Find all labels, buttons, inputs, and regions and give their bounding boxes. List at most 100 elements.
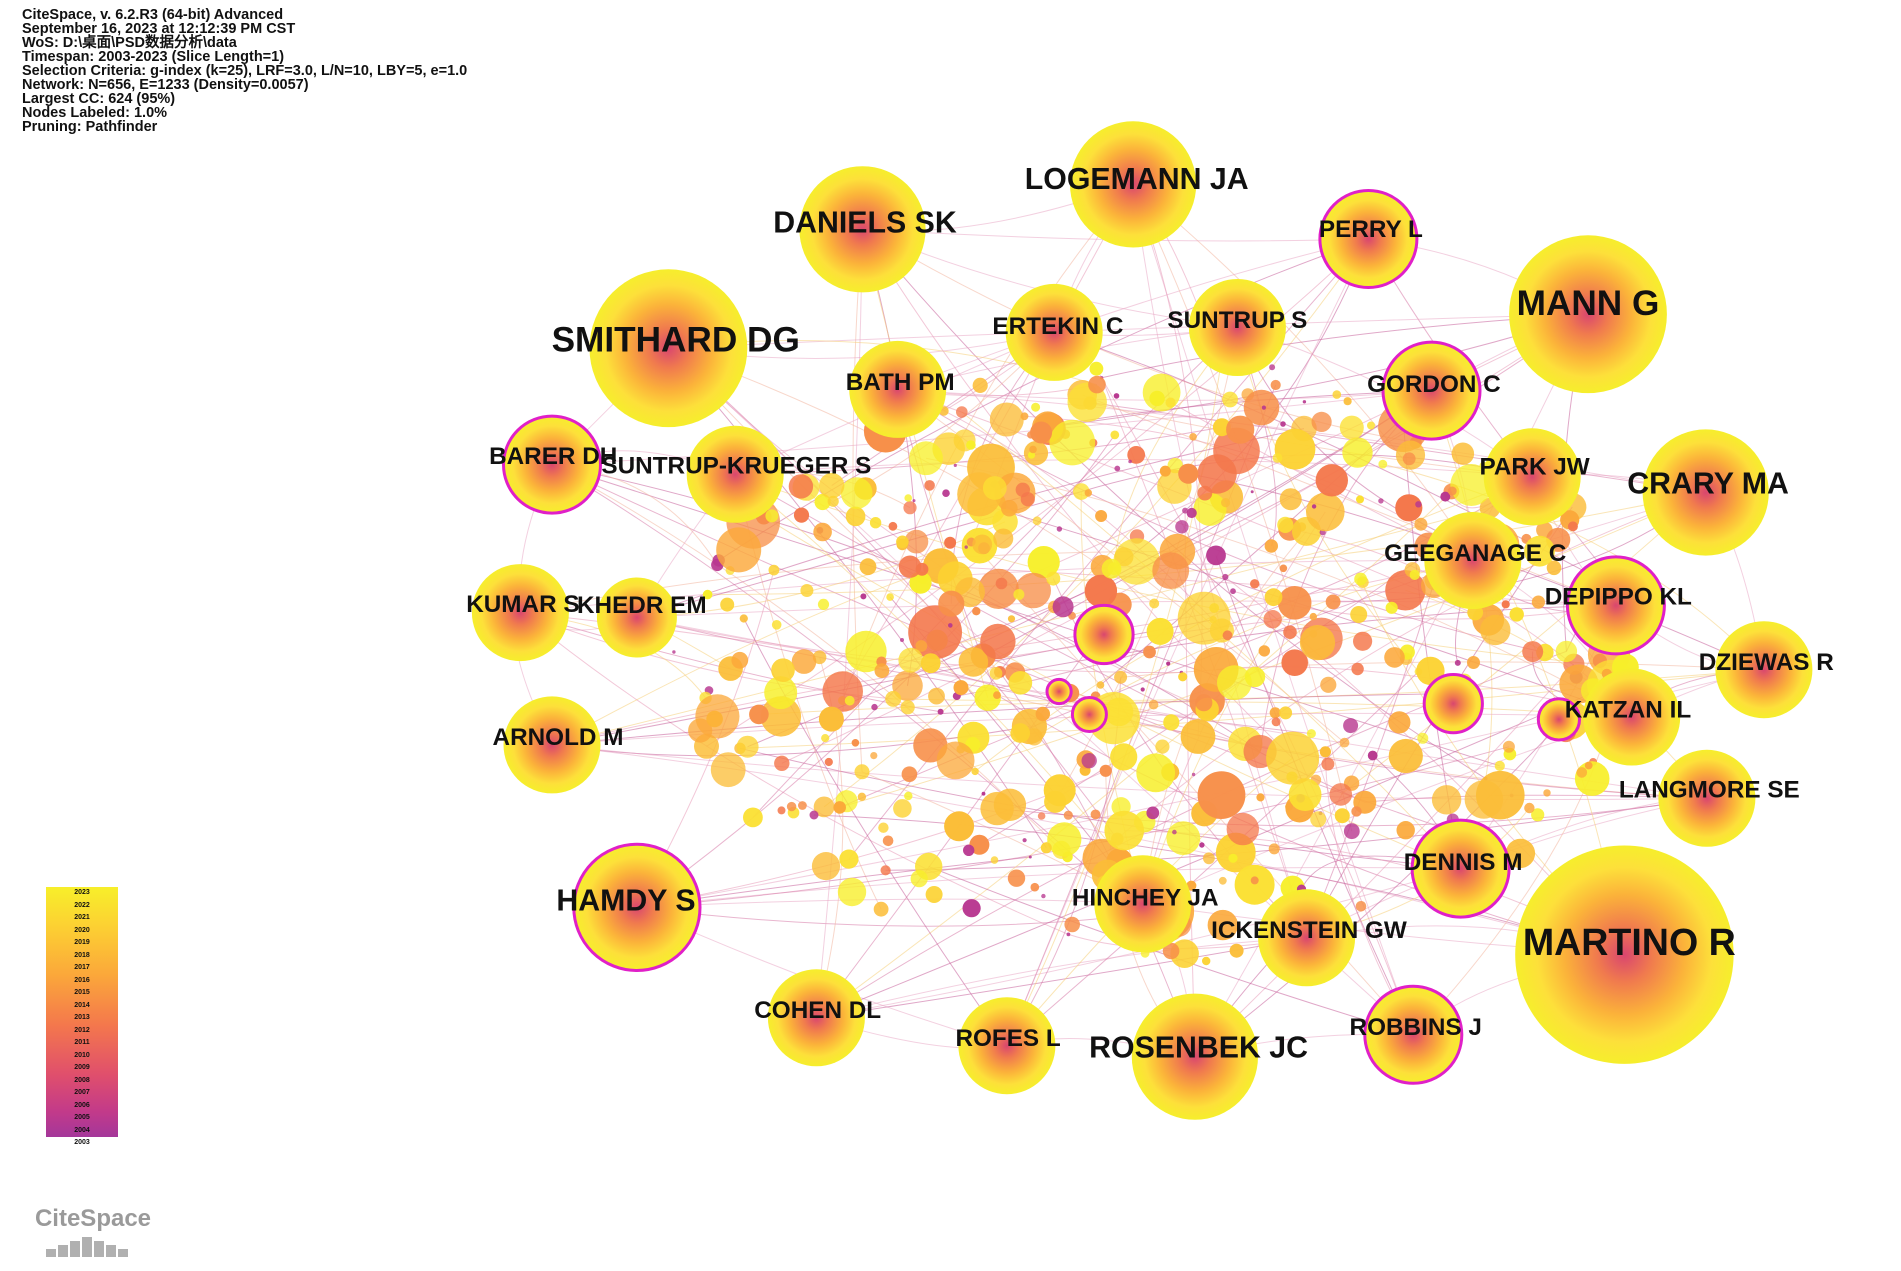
network-node[interactable] — [1084, 489, 1093, 497]
network-node[interactable] — [844, 695, 855, 706]
network-node[interactable] — [1274, 428, 1316, 470]
network-node[interactable] — [944, 536, 957, 549]
network-node[interactable] — [1310, 811, 1327, 828]
network-node[interactable] — [1035, 706, 1051, 722]
network-node[interactable] — [981, 791, 986, 796]
network-node[interactable] — [1063, 810, 1073, 820]
network-node[interactable] — [1146, 806, 1160, 820]
network-node[interactable] — [1353, 631, 1373, 651]
network-node[interactable] — [839, 849, 859, 869]
network-node[interactable] — [1180, 719, 1216, 754]
network-node[interactable] — [1385, 601, 1398, 614]
network-node[interactable] — [1415, 501, 1422, 508]
network-node[interactable] — [793, 507, 810, 523]
network-node[interactable] — [1149, 390, 1165, 407]
network-node[interactable] — [1197, 485, 1213, 501]
network-node[interactable] — [1221, 498, 1231, 508]
network-node[interactable] — [1104, 810, 1144, 851]
node-circle[interactable] — [1381, 340, 1482, 441]
network-node[interactable] — [904, 529, 929, 554]
network-node[interactable] — [1263, 610, 1282, 629]
network-node[interactable] — [1217, 665, 1252, 701]
network-node[interactable] — [900, 700, 915, 715]
network-node[interactable] — [1084, 574, 1118, 608]
network-node[interactable] — [1396, 821, 1415, 840]
network-node[interactable] — [1229, 943, 1244, 958]
labeled-node-perry-l[interactable]: PERRY L — [1318, 189, 1423, 289]
network-node[interactable] — [874, 663, 890, 679]
network-node[interactable] — [1494, 760, 1505, 772]
network-node[interactable] — [909, 571, 932, 594]
network-node[interactable] — [1104, 697, 1134, 727]
labeled-node-barer-dh[interactable]: BARER DH — [489, 414, 617, 515]
node-circle[interactable] — [1483, 428, 1581, 526]
network-node[interactable] — [1186, 507, 1197, 519]
node-circle[interactable] — [1318, 189, 1419, 289]
network-node[interactable] — [904, 791, 913, 801]
network-node[interactable] — [1454, 659, 1461, 666]
network-node[interactable] — [903, 501, 917, 515]
network-node[interactable] — [1064, 916, 1080, 933]
network-node[interactable] — [819, 472, 845, 499]
network-node[interactable] — [1270, 379, 1281, 391]
network-node[interactable] — [749, 704, 769, 725]
network-node[interactable] — [880, 865, 891, 876]
node-circle[interactable] — [1131, 993, 1258, 1120]
node-circle[interactable] — [1642, 429, 1769, 556]
network-node[interactable] — [980, 623, 1016, 660]
network-node[interactable] — [1073, 483, 1090, 500]
node-circle[interactable] — [1565, 555, 1666, 656]
network-node[interactable] — [1343, 718, 1359, 734]
network-node[interactable] — [1182, 507, 1189, 514]
network-node[interactable] — [966, 440, 976, 450]
labeled-node-suntrup-krueger-s[interactable]: SUNTRUP-KRUEGER S — [601, 425, 871, 523]
network-node[interactable] — [888, 521, 898, 531]
network-node[interactable] — [928, 687, 945, 705]
network-node[interactable] — [1023, 441, 1049, 466]
network-node[interactable] — [1140, 687, 1145, 692]
labeled-node-daniels-sk[interactable]: DANIELS SK — [773, 166, 957, 293]
network-node[interactable] — [1127, 446, 1146, 464]
network-node[interactable] — [1329, 783, 1353, 806]
labeled-node-martino-r[interactable]: MARTINO R — [1515, 845, 1736, 1064]
network-node[interactable] — [1402, 452, 1416, 466]
network-node[interactable] — [1414, 517, 1428, 531]
network-node[interactable] — [990, 856, 999, 864]
labeled-node-dennis-m[interactable]: DENNIS M — [1404, 818, 1523, 919]
labeled-node-depippo-kl[interactable]: DEPIPPO KL — [1545, 555, 1692, 656]
network-node[interactable] — [989, 667, 1003, 680]
network-node[interactable] — [1555, 640, 1578, 663]
network-node[interactable] — [938, 590, 965, 617]
network-node[interactable] — [1409, 569, 1420, 581]
labeled-node-ickenstein-gw[interactable]: ICKENSTEIN GW — [1211, 889, 1407, 987]
network-node[interactable] — [1367, 421, 1375, 430]
network-node[interactable] — [710, 752, 746, 788]
node-circle[interactable] — [1258, 889, 1356, 987]
labeled-node-bath-pm[interactable]: BATH PM — [846, 340, 955, 438]
network-node[interactable] — [958, 647, 989, 677]
node-circle[interactable] — [799, 166, 926, 293]
network-node[interactable] — [1250, 579, 1260, 589]
network-node[interactable] — [1546, 560, 1562, 576]
network-node[interactable] — [1522, 641, 1544, 663]
network-node[interactable] — [672, 650, 676, 654]
network-node[interactable] — [1319, 746, 1331, 758]
network-node[interactable] — [798, 801, 807, 810]
node-circle[interactable] — [1583, 668, 1681, 766]
network-node[interactable] — [1447, 486, 1457, 496]
network-node[interactable] — [873, 901, 889, 917]
network-node[interactable] — [1008, 671, 1033, 695]
network-node[interactable] — [1027, 451, 1036, 459]
labeled-node-kumar-s[interactable]: KUMAR S — [466, 564, 580, 662]
network-node[interactable] — [1177, 591, 1231, 645]
network-node[interactable] — [788, 474, 814, 499]
network-node[interactable] — [1031, 402, 1041, 412]
network-node[interactable] — [860, 593, 867, 600]
network-node[interactable] — [937, 708, 944, 715]
network-node[interactable] — [1388, 738, 1423, 774]
network-node[interactable] — [1339, 415, 1364, 440]
labeled-node-ertekin-c[interactable]: ERTEKIN C — [992, 283, 1123, 381]
network-node[interactable] — [953, 463, 957, 467]
network-node[interactable] — [953, 680, 969, 696]
network-node[interactable] — [1206, 545, 1226, 566]
